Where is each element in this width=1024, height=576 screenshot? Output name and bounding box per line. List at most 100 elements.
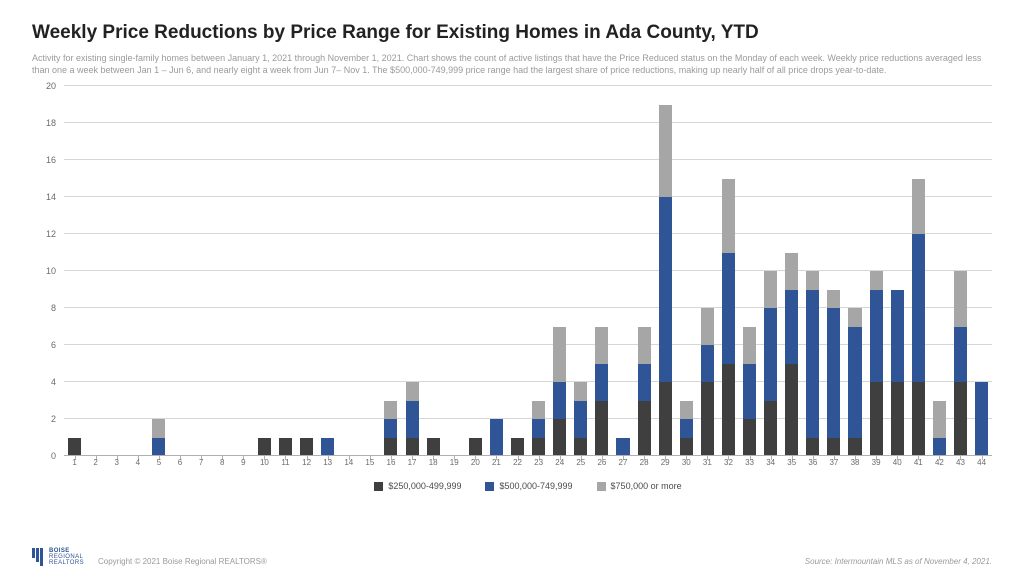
bar-segment bbox=[701, 345, 714, 382]
x-tick-label: 13 bbox=[317, 458, 338, 472]
bar-segment bbox=[279, 438, 292, 457]
bar-slot bbox=[317, 86, 338, 456]
chart-title: Weekly Price Reductions by Price Range f… bbox=[32, 22, 992, 44]
bar-segment bbox=[870, 382, 883, 456]
bar-stack bbox=[722, 179, 735, 457]
bar-slot bbox=[866, 86, 887, 456]
legend-item: $250,000-499,999 bbox=[374, 481, 461, 491]
x-tick-label: 35 bbox=[781, 458, 802, 472]
bar-segment bbox=[659, 105, 672, 198]
bar-segment bbox=[764, 308, 777, 401]
x-tick-label: 19 bbox=[444, 458, 465, 472]
y-tick-label: 2 bbox=[51, 414, 56, 424]
x-tick-label: 39 bbox=[866, 458, 887, 472]
copyright-text: Copyright © 2021 Boise Regional REALTORS… bbox=[98, 557, 267, 566]
bar-segment bbox=[532, 438, 545, 457]
chart: 02468101214161820 1234567891011121314151… bbox=[32, 86, 992, 496]
bar-segment bbox=[680, 419, 693, 438]
bar-slot bbox=[655, 86, 676, 456]
bar-segment bbox=[785, 290, 798, 364]
legend-swatch-icon bbox=[485, 482, 494, 491]
bar-segment bbox=[574, 401, 587, 438]
footer: BOISE REGIONAL REALTORS Copyright © 2021… bbox=[32, 548, 992, 566]
bar-slot bbox=[528, 86, 549, 456]
bar-slot bbox=[85, 86, 106, 456]
bar-segment bbox=[785, 364, 798, 457]
y-axis: 02468101214161820 bbox=[32, 86, 60, 456]
bar-stack bbox=[806, 271, 819, 456]
bar-segment bbox=[933, 438, 946, 457]
bar-segment bbox=[785, 253, 798, 290]
bar-slot bbox=[423, 86, 444, 456]
x-tick-label: 44 bbox=[971, 458, 992, 472]
x-tick-label: 29 bbox=[655, 458, 676, 472]
x-tick-label: 4 bbox=[127, 458, 148, 472]
bar-segment bbox=[954, 382, 967, 456]
x-tick-label: 2 bbox=[85, 458, 106, 472]
bar-segment bbox=[827, 290, 840, 309]
bar-segment bbox=[891, 290, 904, 383]
bar-segment bbox=[532, 419, 545, 438]
bar-segment bbox=[384, 438, 397, 457]
bar-segment bbox=[384, 419, 397, 438]
bar-segment bbox=[806, 438, 819, 457]
bar-stack bbox=[848, 308, 861, 456]
bar-segment bbox=[595, 364, 608, 401]
bar-segment bbox=[954, 271, 967, 327]
bar-segment bbox=[912, 382, 925, 456]
chart-subtitle: Activity for existing single-family home… bbox=[32, 52, 992, 76]
x-axis-line bbox=[64, 455, 992, 456]
bar-segment bbox=[743, 327, 756, 364]
x-tick-label: 22 bbox=[507, 458, 528, 472]
bar-segment bbox=[975, 382, 988, 456]
bar-slot bbox=[591, 86, 612, 456]
bar-slot bbox=[908, 86, 929, 456]
bar-slot bbox=[380, 86, 401, 456]
bar-slot bbox=[233, 86, 254, 456]
bar-stack bbox=[532, 401, 545, 457]
x-tick-label: 37 bbox=[823, 458, 844, 472]
bar-stack bbox=[406, 382, 419, 456]
bar-segment bbox=[912, 234, 925, 382]
bar-segment bbox=[595, 401, 608, 457]
y-tick-label: 18 bbox=[46, 118, 56, 128]
bar-stack bbox=[68, 438, 81, 457]
bar-stack bbox=[384, 401, 397, 457]
bar-stack bbox=[933, 401, 946, 457]
bar-slot bbox=[887, 86, 908, 456]
bar-segment bbox=[722, 179, 735, 253]
bar-slot bbox=[950, 86, 971, 456]
bar-slot bbox=[929, 86, 950, 456]
bar-stack bbox=[595, 327, 608, 457]
bar-segment bbox=[616, 438, 629, 457]
bar-segment bbox=[933, 401, 946, 438]
y-tick-label: 8 bbox=[51, 303, 56, 313]
bar-slot bbox=[718, 86, 739, 456]
x-tick-label: 8 bbox=[212, 458, 233, 472]
bar-segment bbox=[701, 382, 714, 456]
x-tick-label: 5 bbox=[148, 458, 169, 472]
bar-segment bbox=[638, 327, 651, 364]
y-tick-label: 16 bbox=[46, 155, 56, 165]
bar-slot bbox=[106, 86, 127, 456]
bar-segment bbox=[595, 327, 608, 364]
bar-slot bbox=[169, 86, 190, 456]
bar-slot bbox=[634, 86, 655, 456]
x-tick-label: 14 bbox=[338, 458, 359, 472]
bar-segment bbox=[406, 401, 419, 438]
bar-slot bbox=[802, 86, 823, 456]
bar-segment bbox=[638, 401, 651, 457]
bar-slot bbox=[570, 86, 591, 456]
bar-slot bbox=[781, 86, 802, 456]
bar-stack bbox=[912, 179, 925, 457]
page: Weekly Price Reductions by Price Range f… bbox=[0, 0, 1024, 576]
bar-segment bbox=[68, 438, 81, 457]
bar-segment bbox=[321, 438, 334, 457]
x-tick-label: 26 bbox=[591, 458, 612, 472]
x-tick-label: 17 bbox=[402, 458, 423, 472]
y-tick-label: 12 bbox=[46, 229, 56, 239]
x-tick-label: 28 bbox=[634, 458, 655, 472]
bar-slot bbox=[275, 86, 296, 456]
x-tick-label: 16 bbox=[380, 458, 401, 472]
bar-segment bbox=[384, 401, 397, 420]
